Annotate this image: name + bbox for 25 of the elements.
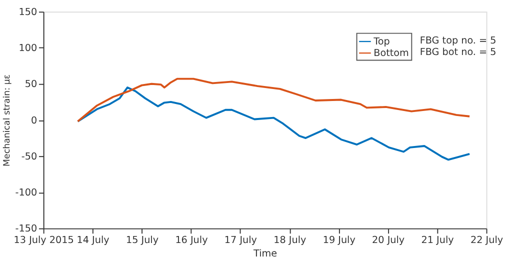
- x-tick-label: 20 July: [372, 235, 405, 246]
- y-tick-label: 150: [18, 7, 38, 18]
- x-tick-label: 17 July: [224, 235, 258, 246]
- annotation: FBG top no. = 5: [420, 35, 496, 46]
- x-tick-label: 19 July: [322, 235, 356, 246]
- legend-label: Bottom: [374, 48, 409, 59]
- x-tick-label: 21 July: [421, 235, 454, 246]
- line-series: [76, 78, 471, 122]
- annotation: FBG bot no. = 5: [420, 46, 496, 58]
- x-tick-label: 15 July: [126, 235, 159, 246]
- legend-label: Top: [372, 36, 390, 48]
- y-tick-label: -150: [15, 224, 38, 235]
- y-tick-label: 100: [18, 43, 38, 54]
- x-tick-label: 14 July: [76, 235, 110, 246]
- y-axis-title: Mechanical strain: με: [2, 74, 12, 166]
- y-tick-label: 50: [24, 79, 38, 90]
- x-axis-title: Time: [252, 248, 278, 260]
- line-series: [76, 86, 471, 161]
- y-tick-label: -100: [15, 188, 38, 199]
- x-tick-label: 16 July: [175, 235, 208, 246]
- y-tick-label: 0: [30, 115, 38, 126]
- x-tick-label: 18 July: [274, 235, 306, 246]
- x-tick-label: 22 July: [470, 235, 504, 246]
- x-tick-label: 13 July 2015: [14, 235, 74, 246]
- y-tick-label: -50: [21, 151, 38, 162]
